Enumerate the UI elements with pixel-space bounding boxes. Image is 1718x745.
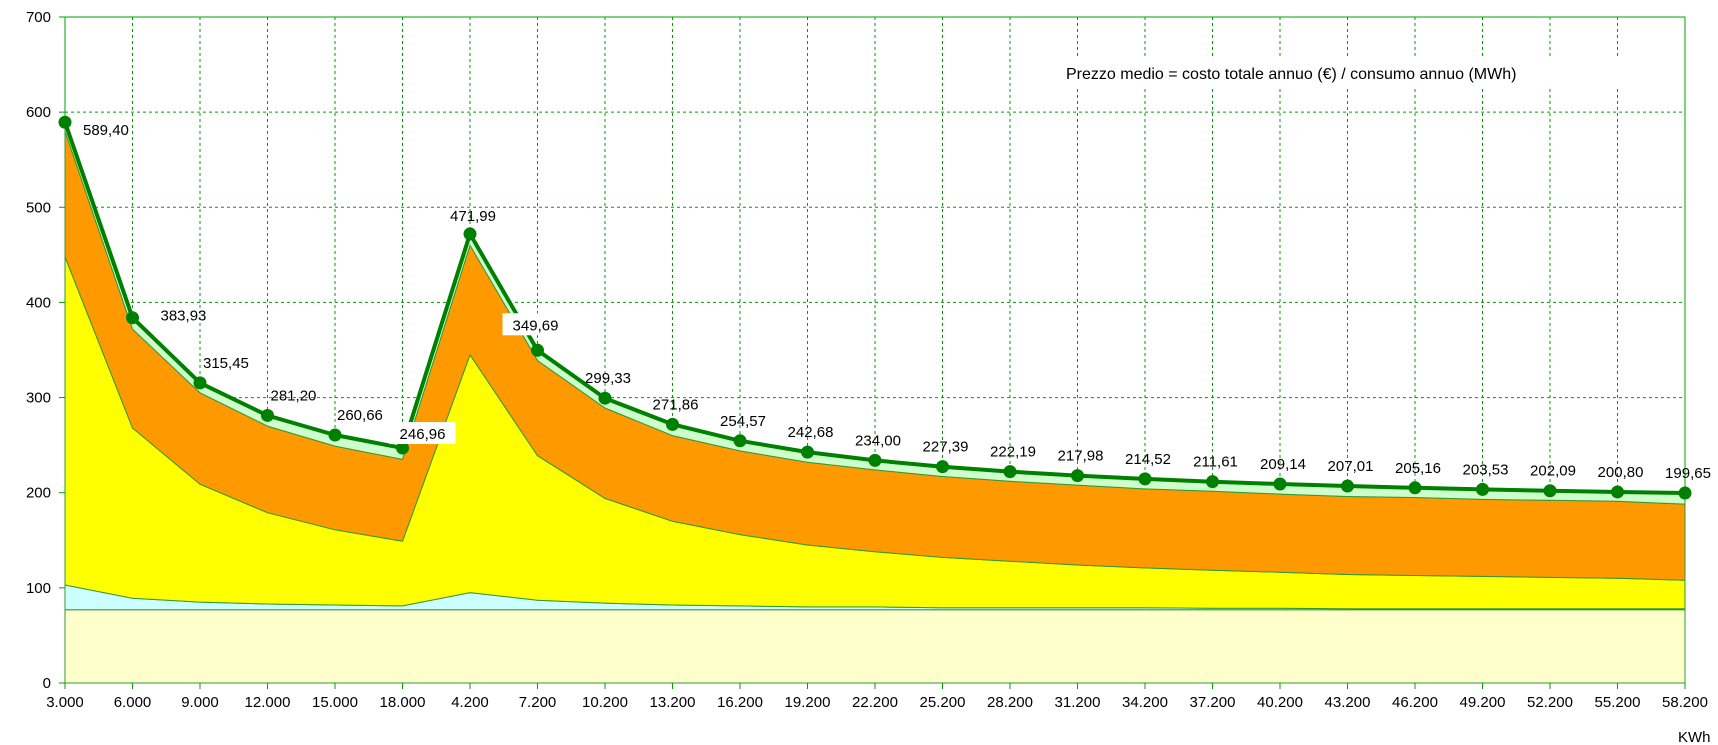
data-label: 281,20 [271,387,317,404]
data-label: 246,96 [400,426,446,443]
price-point [1071,469,1084,483]
price-point [666,417,679,431]
x-tick-label: 18.000 [380,694,426,711]
price-points [58,115,1692,500]
data-label-bg [502,313,569,336]
y-tick-label: 200 [26,485,51,502]
x-tick-label: 37.200 [1190,694,1236,711]
x-tick-label: 16.200 [717,694,763,711]
x-tick-label: 6.000 [114,694,152,711]
x-tick-label: 15.000 [312,694,358,711]
price-point [1611,485,1624,499]
price-point [1003,465,1017,479]
data-label: 202,09 [1530,463,1576,480]
area-band-1 [64,609,1686,684]
annotation-box [1055,58,1635,88]
price-point [261,408,274,422]
data-label: 209,14 [1260,456,1306,473]
x-tick-label: 22.200 [852,694,898,711]
data-label: 205,16 [1395,460,1441,477]
price-point [1341,479,1354,493]
x-tick-label: 58.200 [1662,694,1708,711]
y-tick-label: 400 [26,294,51,311]
price-point [936,460,949,474]
data-label: 203,53 [1463,461,1509,478]
x-tick-label: 52.200 [1527,694,1573,711]
x-axis-unit-label: KWh [1678,729,1711,745]
stacked-areas [64,122,1686,684]
price-point [1543,484,1557,498]
data-label: 200,80 [1598,464,1644,481]
x-tick-label: 46.200 [1392,694,1438,711]
price-point [801,445,814,459]
price-point [1138,472,1152,486]
x-tick-label: 55.200 [1595,694,1641,711]
price-point [598,391,612,405]
price-point [733,434,747,448]
data-label: 260,66 [337,407,383,424]
data-label-bg [389,422,456,445]
data-label: 217,98 [1058,448,1104,465]
data-label: 254,57 [720,413,766,430]
data-label: 214,52 [1125,451,1171,468]
data-label: 383,93 [161,308,207,325]
price-point [396,441,409,455]
data-label: 589,40 [83,122,129,139]
x-axis-ticks: 3.000 6.000 9.000 12.000 15.000 18.000 4.200 7.… [46,683,1708,711]
price-point [1408,481,1422,495]
price-point [463,227,477,241]
price-point [868,453,882,467]
x-tick-label: 13.200 [650,694,696,711]
data-label: 242,68 [788,424,834,441]
y-tick-label: 500 [26,199,51,216]
x-tick-label: 25.200 [920,694,966,711]
data-label: 349,69 [513,317,559,334]
x-tick-label: 28.200 [987,694,1033,711]
y-tick-label: 700 [26,9,51,26]
data-label: 211,61 [1193,454,1238,471]
y-tick-label: 600 [26,104,51,121]
data-label: 471,99 [450,208,496,225]
price-point [193,376,207,390]
x-tick-label: 34.200 [1122,694,1168,711]
x-tick-label: 19.200 [785,694,831,711]
y-tick-label: 300 [26,390,51,407]
x-tick-label: 4.200 [451,694,489,711]
annotation-text: Prezzo medio = costo totale annuo (€) / … [1066,66,1516,83]
x-tick-label: 49.200 [1460,694,1506,711]
y-tick-label: 0 [43,675,51,692]
x-tick-label: 7.200 [519,694,557,711]
data-label: 207,01 [1328,458,1374,475]
price-point [126,311,139,325]
price-point [328,428,342,442]
data-label: 227,39 [923,439,969,456]
x-tick-label: 3.000 [46,694,84,711]
y-tick-label: 100 [26,580,51,597]
x-tick-label: 43.200 [1325,694,1371,711]
price-point [1678,486,1692,500]
price-point [1476,482,1489,496]
y-axis-ticks: 0 100 200 300 400 500 600 700 [26,9,65,692]
price-point [1206,475,1219,489]
x-tick-label: 10.200 [582,694,628,711]
x-tick-label: 31.200 [1055,694,1101,711]
data-label: 234,00 [855,432,901,449]
price-point [1273,477,1287,491]
data-labels: 589,40 383,93 315,45 281,20 260,66 246,96 471,… [83,122,1711,482]
data-label: 271,86 [653,396,699,413]
data-label: 299,33 [585,370,631,387]
x-tick-label: 40.200 [1257,694,1303,711]
data-label: 199,65 [1665,465,1711,482]
price-point [531,343,544,357]
data-label: 315,45 [203,355,249,372]
price-point [58,115,72,129]
x-tick-label: 12.000 [245,694,291,711]
data-label: 222,19 [990,444,1036,461]
x-tick-label: 9.000 [181,694,219,711]
